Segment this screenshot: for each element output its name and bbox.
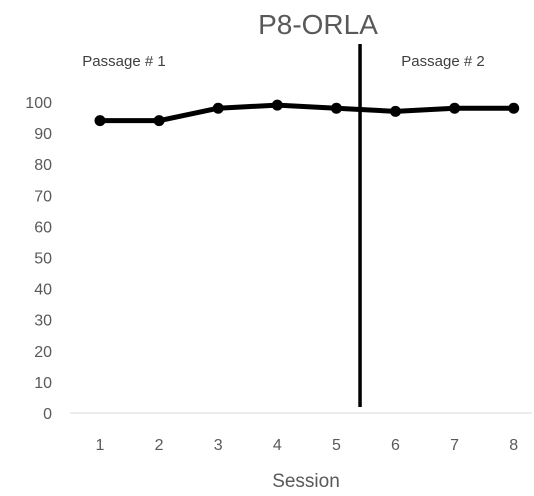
x-tick-label-2: 2 xyxy=(155,437,164,454)
y-axis-tick-labels: 0 10 20 30 40 50 60 70 80 90 100 xyxy=(25,95,52,423)
data-point-session-1 xyxy=(94,115,106,127)
data-points xyxy=(94,99,520,127)
y-tick-label-20: 20 xyxy=(34,344,52,361)
data-point-session-4 xyxy=(271,99,283,111)
y-tick-label-80: 80 xyxy=(34,157,52,174)
data-point-session-2 xyxy=(153,115,165,127)
x-axis-title: Session xyxy=(272,471,340,492)
x-tick-label-4: 4 xyxy=(273,437,282,454)
x-tick-label-6: 6 xyxy=(391,437,400,454)
y-tick-label-50: 50 xyxy=(34,251,52,268)
y-tick-label-90: 90 xyxy=(34,126,52,143)
y-tick-label-40: 40 xyxy=(34,282,52,299)
data-point-session-5 xyxy=(330,102,342,114)
data-point-session-3 xyxy=(212,102,224,114)
data-point-session-6 xyxy=(390,105,401,117)
x-tick-label-7: 7 xyxy=(450,437,459,454)
chart-title: P8-ORLA xyxy=(258,9,378,40)
y-tick-label-60: 60 xyxy=(34,219,52,236)
x-tick-label-3: 3 xyxy=(214,437,223,454)
series-line xyxy=(97,102,517,124)
x-tick-label-1: 1 xyxy=(96,437,105,454)
x-axis-tick-labels: 1 2 3 4 5 6 7 8 xyxy=(96,437,519,454)
y-tick-label-30: 30 xyxy=(34,313,52,330)
data-point-session-8 xyxy=(508,102,520,114)
phase-label-passage-1: Passage # 1 xyxy=(82,53,165,70)
y-tick-label-0: 0 xyxy=(43,406,52,423)
data-point-session-7 xyxy=(449,102,461,114)
x-tick-label-5: 5 xyxy=(332,437,341,454)
y-tick-label-10: 10 xyxy=(34,375,52,392)
phase-label-passage-2: Passage # 2 xyxy=(401,53,484,70)
y-tick-label-100: 100 xyxy=(25,95,52,112)
y-tick-label-70: 70 xyxy=(34,188,52,205)
x-tick-label-8: 8 xyxy=(509,437,518,454)
